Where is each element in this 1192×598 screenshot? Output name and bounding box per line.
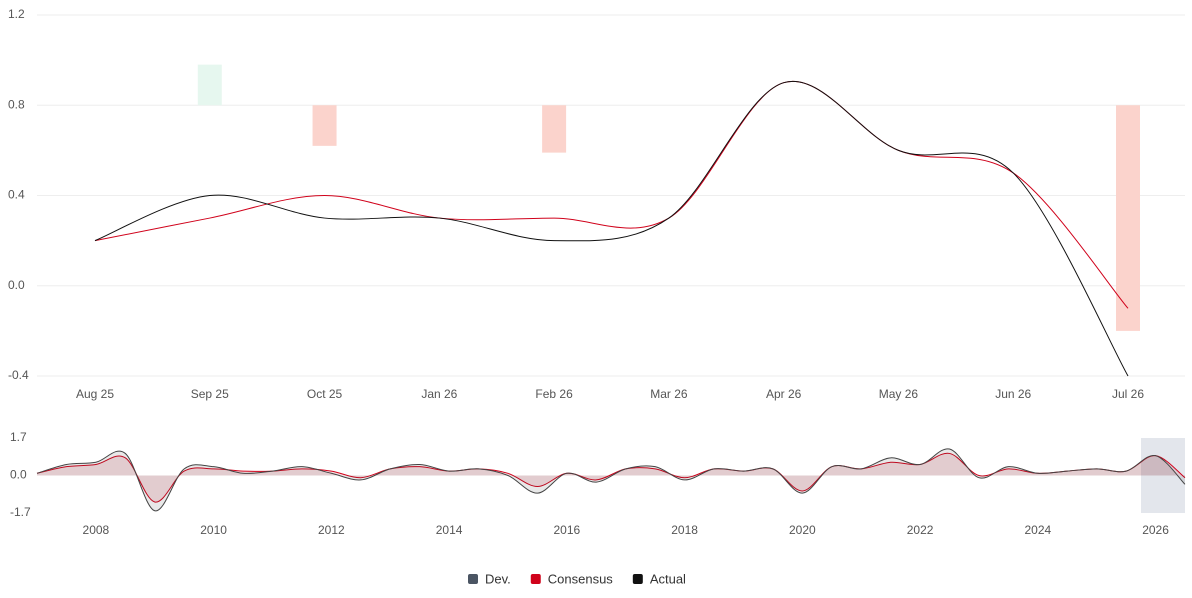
- y-tick-label: 1.2: [8, 7, 25, 21]
- series-area: [37, 453, 1185, 503]
- legend-swatch: [468, 574, 478, 584]
- legend: Dev. Consensus Actual: [468, 571, 686, 586]
- y-tick-label: 1.7: [10, 430, 27, 444]
- legend-swatch: [632, 574, 643, 584]
- x-tick-label: 2022: [907, 523, 934, 537]
- x-tick-label: Jan 26: [421, 387, 457, 401]
- y-tick-label: -1.7: [10, 505, 31, 519]
- legend-label: Actual: [650, 571, 686, 586]
- x-tick-label: May 26: [879, 387, 919, 401]
- x-tick-label: Apr 26: [766, 387, 802, 401]
- x-tick-label: 2026: [1142, 523, 1169, 537]
- x-tick-label: 2024: [1024, 523, 1051, 537]
- x-tick-label: 2018: [671, 523, 698, 537]
- x-tick-label: Jun 26: [995, 387, 1031, 401]
- dev-bar: [542, 105, 567, 153]
- x-tick-label: 2008: [83, 523, 110, 537]
- x-tick-label: Sep 25: [191, 387, 229, 401]
- legend-swatch: [530, 574, 541, 584]
- y-tick-label: 0.0: [10, 468, 27, 482]
- x-tick-label: 2012: [318, 523, 345, 537]
- x-tick-label: Oct 25: [307, 387, 343, 401]
- x-tick-label: 2014: [436, 523, 463, 537]
- x-tick-label: Mar 26: [650, 387, 688, 401]
- x-tick-label: 2016: [553, 523, 580, 537]
- series-line: [36, 452, 1186, 503]
- x-tick-label: Jul 26: [1112, 387, 1144, 401]
- y-tick-label: 0.4: [8, 188, 25, 202]
- dev-bar: [1116, 105, 1140, 331]
- x-tick-label: Aug 25: [76, 387, 114, 401]
- y-tick-label: -0.4: [8, 368, 29, 382]
- series-line: [94, 80, 1129, 309]
- series-line: [36, 448, 1186, 512]
- x-tick-label: Feb 26: [535, 387, 573, 401]
- y-tick-label: 0.8: [8, 97, 25, 111]
- dev-bar: [197, 64, 222, 106]
- y-tick-label: 0.0: [8, 278, 25, 292]
- legend-label: Dev.: [485, 571, 511, 586]
- dev-bar: [312, 105, 337, 146]
- x-tick-label: 2020: [789, 523, 816, 537]
- series-area: [37, 448, 1185, 511]
- x-tick-label: 2010: [200, 523, 227, 537]
- series-line: [94, 80, 1129, 377]
- legend-label: Consensus: [548, 571, 614, 586]
